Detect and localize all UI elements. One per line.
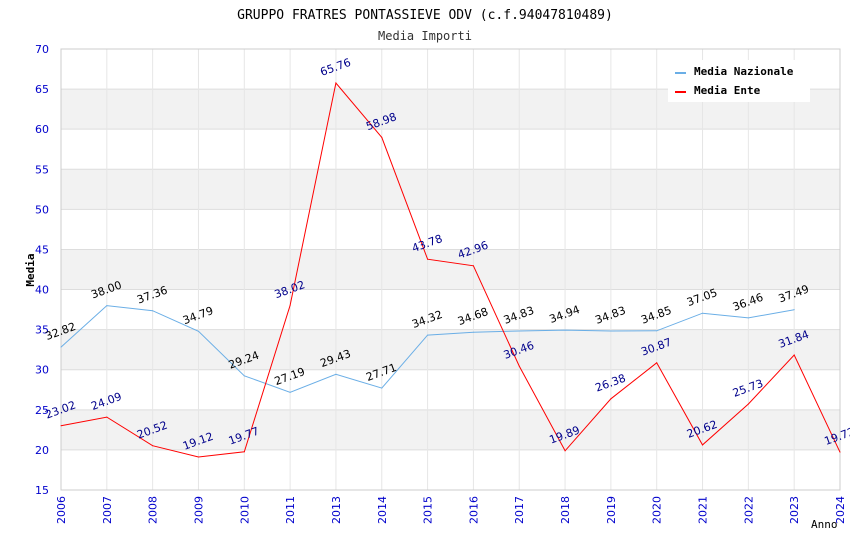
y-axis-ticks: 15 20 25 30 35 40 45 50 55 60 65 70 bbox=[35, 43, 49, 497]
x-tick-label: 2023 bbox=[788, 496, 801, 524]
y-tick-label: 15 bbox=[35, 484, 49, 497]
series-lines bbox=[60, 81, 841, 458]
data-point bbox=[243, 451, 245, 453]
x-axis-ticks: 2006 2007 2008 2009 2010 2011 2013 2014 2015 2016… bbox=[55, 496, 847, 524]
plot-bands bbox=[61, 89, 840, 450]
plot-frame bbox=[60, 48, 841, 491]
grid-band bbox=[61, 169, 840, 210]
y-tick-label: 25 bbox=[35, 404, 49, 417]
y-tick-label: 35 bbox=[35, 324, 49, 337]
series-line-ente bbox=[60, 81, 841, 458]
y-tick-label: 70 bbox=[35, 43, 49, 56]
x-axis-label: Anno bbox=[811, 518, 838, 531]
x-tick-label: 2016 bbox=[467, 496, 480, 524]
x-tick-label: 2015 bbox=[422, 496, 435, 524]
data-point bbox=[656, 362, 658, 364]
data-point bbox=[702, 444, 704, 446]
data-point bbox=[518, 365, 520, 367]
grid-band bbox=[61, 409, 840, 450]
x-tick-label: 2006 bbox=[55, 496, 68, 524]
data-point bbox=[610, 398, 612, 400]
data-point bbox=[381, 136, 383, 138]
y-axis-label: Media bbox=[24, 253, 37, 286]
data-point bbox=[610, 330, 612, 332]
data-point bbox=[656, 330, 658, 332]
x-tick-label: 2020 bbox=[651, 496, 664, 524]
data-point bbox=[381, 387, 383, 389]
x-tick-label: 2024 bbox=[834, 496, 847, 524]
x-tick-label: 2009 bbox=[192, 496, 205, 524]
chart-subtitle: Media Importi bbox=[378, 29, 472, 43]
data-point bbox=[335, 373, 337, 375]
y-tick-label: 40 bbox=[35, 284, 49, 297]
data-point bbox=[839, 451, 841, 453]
x-tick-label: 2008 bbox=[147, 496, 160, 524]
x-tick-label: 2014 bbox=[376, 496, 389, 524]
data-point bbox=[60, 346, 62, 348]
data-point bbox=[197, 330, 199, 332]
data-point bbox=[60, 425, 62, 427]
grid-band bbox=[61, 249, 840, 290]
y-tick-label: 50 bbox=[35, 203, 49, 216]
x-tick-label: 2021 bbox=[697, 496, 710, 524]
data-point bbox=[106, 305, 108, 307]
data-point bbox=[518, 330, 520, 332]
grid-band bbox=[61, 329, 840, 370]
x-tick-label: 2018 bbox=[559, 496, 572, 524]
x-tick-label: 2019 bbox=[605, 496, 618, 524]
data-point bbox=[289, 304, 291, 306]
data-point bbox=[472, 265, 474, 267]
y-tick-label: 45 bbox=[35, 243, 49, 256]
x-tick-label: 2010 bbox=[238, 496, 251, 524]
data-point bbox=[335, 82, 337, 84]
x-tick-label: 2022 bbox=[742, 496, 755, 524]
data-point bbox=[152, 445, 154, 447]
y-tick-label: 55 bbox=[35, 163, 49, 176]
y-tick-label: 65 bbox=[35, 83, 49, 96]
chart-title: GRUPPO FRATRES PONTASSIEVE ODV (c.f.9404… bbox=[237, 8, 613, 23]
data-point bbox=[243, 375, 245, 377]
x-tick-label: 2007 bbox=[101, 496, 114, 524]
data-point bbox=[747, 317, 749, 319]
data-point bbox=[747, 403, 749, 405]
data-point bbox=[152, 310, 154, 312]
data-point bbox=[472, 331, 474, 333]
legend-label-ente: Media Ente bbox=[694, 84, 761, 97]
y-tick-label: 30 bbox=[35, 364, 49, 377]
legend-box bbox=[668, 60, 810, 102]
data-point bbox=[106, 416, 108, 418]
data-point bbox=[564, 450, 566, 452]
x-tick-label: 2011 bbox=[284, 496, 297, 524]
y-tick-label: 20 bbox=[35, 444, 49, 457]
data-point bbox=[702, 312, 704, 314]
y-tick-label: 60 bbox=[35, 123, 49, 136]
data-point bbox=[197, 456, 199, 458]
legend: Media Nazionale Media Ente bbox=[668, 60, 810, 102]
data-point bbox=[427, 258, 429, 260]
data-point bbox=[564, 329, 566, 331]
data-point bbox=[793, 309, 795, 311]
data-point bbox=[427, 334, 429, 336]
legend-label-nazionale: Media Nazionale bbox=[694, 65, 794, 78]
data-point bbox=[289, 391, 291, 393]
x-tick-label: 2017 bbox=[513, 496, 526, 524]
data-point bbox=[793, 354, 795, 356]
x-tick-label: 2013 bbox=[330, 496, 343, 524]
